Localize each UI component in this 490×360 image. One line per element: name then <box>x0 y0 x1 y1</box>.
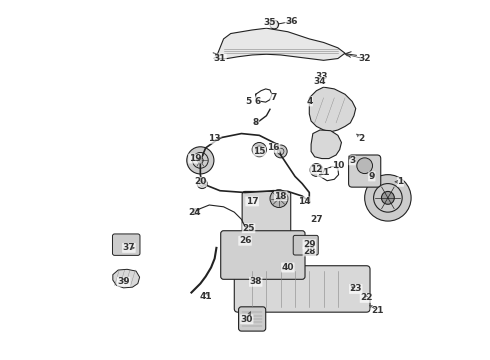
Circle shape <box>270 20 279 29</box>
Circle shape <box>197 179 207 189</box>
Text: 17: 17 <box>246 197 258 206</box>
Text: 36: 36 <box>285 17 298 26</box>
Text: 25: 25 <box>243 224 255 233</box>
Polygon shape <box>311 130 342 158</box>
Circle shape <box>252 143 267 157</box>
Text: 6: 6 <box>254 97 261 106</box>
Text: 41: 41 <box>199 292 212 301</box>
Text: 18: 18 <box>274 192 287 201</box>
FancyBboxPatch shape <box>348 155 381 187</box>
Circle shape <box>270 190 288 207</box>
Circle shape <box>274 145 287 158</box>
Text: 12: 12 <box>310 165 323 174</box>
Text: 38: 38 <box>249 277 262 286</box>
FancyBboxPatch shape <box>239 307 266 331</box>
Circle shape <box>193 208 198 214</box>
Text: 22: 22 <box>360 293 373 302</box>
Text: 40: 40 <box>282 263 294 272</box>
Text: 34: 34 <box>314 77 326 86</box>
Text: 39: 39 <box>117 277 130 286</box>
Polygon shape <box>217 28 345 60</box>
Text: 4: 4 <box>306 97 313 106</box>
Text: 13: 13 <box>208 134 221 143</box>
Text: 28: 28 <box>303 247 316 256</box>
Text: 20: 20 <box>194 177 206 186</box>
FancyBboxPatch shape <box>242 192 291 233</box>
Text: 33: 33 <box>316 72 328 81</box>
Text: 2: 2 <box>358 134 364 143</box>
Text: 37: 37 <box>122 243 135 252</box>
Circle shape <box>197 157 203 163</box>
Circle shape <box>357 158 372 174</box>
Text: 8: 8 <box>252 118 259 127</box>
Circle shape <box>365 175 411 221</box>
FancyBboxPatch shape <box>113 234 140 255</box>
Polygon shape <box>309 87 356 132</box>
Text: 29: 29 <box>303 240 316 249</box>
Text: 3: 3 <box>349 156 355 165</box>
FancyBboxPatch shape <box>220 231 305 279</box>
Circle shape <box>187 147 214 174</box>
Circle shape <box>381 192 394 204</box>
Text: 19: 19 <box>189 154 201 163</box>
FancyBboxPatch shape <box>234 266 370 312</box>
Text: 11: 11 <box>318 168 330 177</box>
Text: 15: 15 <box>253 147 266 156</box>
Text: 35: 35 <box>264 18 276 27</box>
Text: 9: 9 <box>368 172 375 181</box>
Text: 14: 14 <box>297 197 310 206</box>
Text: 31: 31 <box>214 54 226 63</box>
Text: 27: 27 <box>310 215 323 224</box>
Circle shape <box>310 163 323 176</box>
Text: 23: 23 <box>349 284 362 293</box>
Text: 5: 5 <box>245 97 252 106</box>
Text: 30: 30 <box>241 315 253 324</box>
Text: 26: 26 <box>239 236 251 245</box>
Ellipse shape <box>245 226 252 230</box>
Text: 10: 10 <box>332 161 344 170</box>
Text: 32: 32 <box>358 54 371 63</box>
Text: 7: 7 <box>270 93 277 102</box>
Text: 1: 1 <box>397 177 404 186</box>
Text: 24: 24 <box>189 208 201 217</box>
Text: 21: 21 <box>371 306 383 315</box>
FancyBboxPatch shape <box>293 235 318 255</box>
Polygon shape <box>113 269 140 288</box>
Text: 16: 16 <box>268 143 280 152</box>
